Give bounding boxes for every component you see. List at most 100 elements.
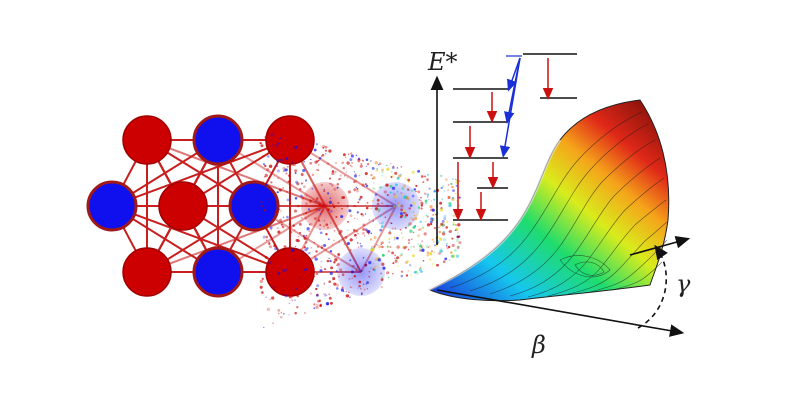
particle-speck — [410, 245, 413, 248]
particle-speck — [302, 234, 306, 238]
particle-speck — [320, 260, 323, 263]
particle-speck — [288, 273, 291, 276]
particle-speck — [388, 231, 392, 235]
particle-speck — [354, 174, 357, 178]
particle-speck — [433, 198, 436, 201]
particle-speck — [357, 201, 360, 204]
particle-speck — [425, 221, 427, 223]
particle-speck — [339, 178, 342, 180]
particle-speck — [452, 221, 455, 224]
particle-speck — [333, 239, 335, 242]
particle-speck — [330, 222, 332, 224]
particle-speck — [436, 244, 439, 247]
particle-speck — [284, 168, 288, 172]
particle-speck — [408, 189, 411, 192]
particle-speck — [440, 186, 443, 190]
particle-speck — [295, 145, 298, 149]
particle-speck — [286, 273, 289, 276]
particle-speck — [273, 211, 278, 215]
particle-speck — [299, 273, 303, 277]
particle-speck — [361, 183, 365, 187]
particle-speck — [379, 186, 382, 189]
particle-speck — [277, 312, 280, 315]
particle-speck — [448, 202, 452, 206]
particle-speck — [312, 198, 314, 201]
particle-speck — [337, 201, 340, 204]
particle-speck — [428, 252, 433, 256]
particle-speck — [313, 275, 316, 278]
particle-speck — [384, 216, 387, 218]
particle-speck — [336, 262, 340, 266]
particle-speck — [296, 294, 299, 298]
particle-speck — [418, 229, 420, 231]
particle-speck — [392, 192, 395, 194]
particle-speck — [322, 147, 325, 149]
particle-speck — [323, 188, 326, 191]
particle-speck — [324, 203, 328, 207]
particle-speck — [295, 180, 299, 184]
particle-speck — [259, 141, 262, 145]
particle-speck — [343, 243, 346, 245]
particle-speck — [350, 249, 352, 251]
particle-speck — [455, 238, 460, 242]
particle-speck — [294, 293, 297, 296]
particle-speck — [274, 146, 277, 149]
particle-speck — [458, 196, 461, 199]
particle-speck — [443, 190, 445, 192]
particle-speck — [450, 251, 453, 254]
particle-speck — [428, 258, 432, 262]
particle-speck — [355, 154, 358, 157]
particle-speck — [288, 222, 292, 226]
particle-speck — [345, 290, 348, 293]
particle-speck — [413, 188, 417, 191]
particle-speck — [268, 241, 271, 244]
particle-speck — [320, 246, 324, 249]
particle-speck — [332, 203, 334, 205]
particle-speck — [278, 159, 280, 161]
particle-speck — [378, 164, 380, 166]
particle-speck — [423, 232, 427, 236]
network-edge — [111, 139, 291, 207]
particle-speck — [266, 168, 270, 172]
particle-speck — [273, 260, 277, 264]
particle-speck — [323, 293, 325, 295]
particle-speck — [327, 226, 329, 229]
particle-speck — [331, 171, 335, 176]
particle-speck — [314, 257, 318, 261]
particle-speck — [285, 157, 289, 161]
particle-speck — [358, 198, 361, 201]
particle-speck — [455, 178, 457, 181]
particle-speck — [293, 162, 297, 167]
particle-speck — [421, 240, 424, 243]
particle-speck — [397, 265, 400, 267]
particle-speck — [379, 228, 383, 232]
particle-speck — [419, 266, 422, 269]
particle-speck — [346, 177, 349, 179]
particle-speck — [303, 246, 306, 249]
particle-speck — [269, 226, 273, 230]
particle-speck — [267, 271, 269, 273]
particle-speck — [394, 200, 397, 202]
particle-speck — [348, 209, 352, 213]
particle-speck — [366, 281, 369, 284]
particle-speck — [400, 252, 404, 256]
particle-speck — [412, 231, 415, 234]
particle-speck — [430, 209, 432, 211]
particle-speck — [315, 217, 318, 219]
particle-speck — [289, 264, 293, 268]
particle-speck — [432, 213, 435, 216]
particle-speck — [351, 286, 353, 289]
particle-speck — [315, 287, 318, 291]
particle-speck — [402, 209, 406, 213]
energy-axis-label: E* — [427, 48, 458, 76]
particle-speck — [387, 250, 390, 253]
particle-speck — [354, 205, 357, 208]
particle-speck — [412, 201, 416, 205]
particle-speck — [293, 299, 296, 302]
particle-speck — [375, 169, 379, 172]
particle-speck — [373, 265, 377, 270]
particle-speck — [385, 176, 387, 178]
neutron-node — [192, 246, 244, 298]
particle-speck — [417, 206, 421, 209]
particle-speck — [381, 254, 385, 257]
